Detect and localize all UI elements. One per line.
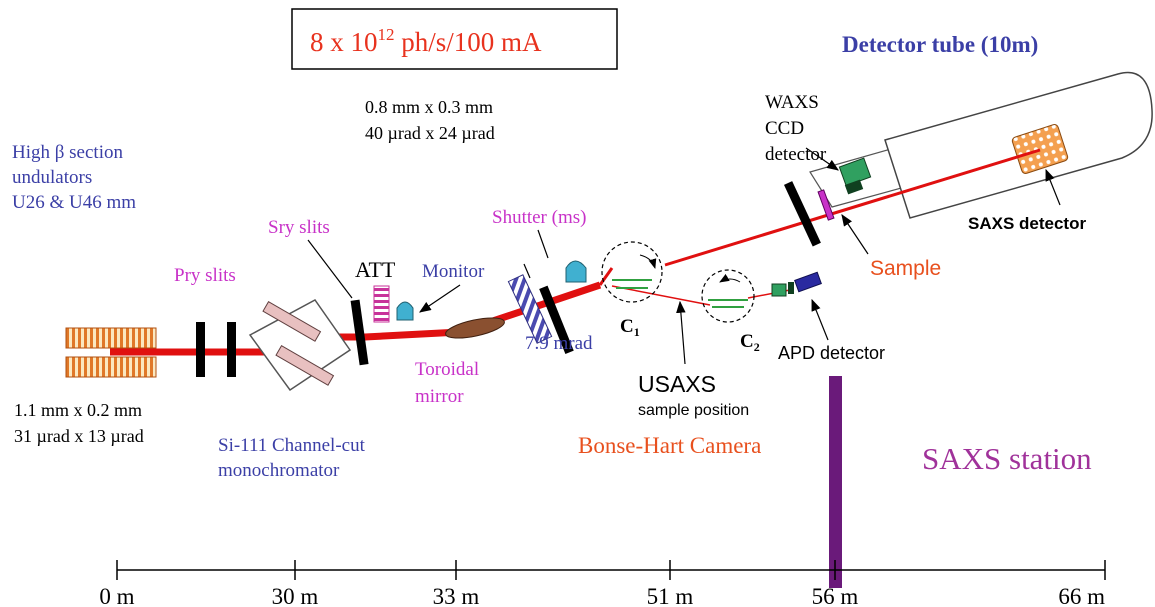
shutter <box>539 285 574 354</box>
pry-slits-label: Pry slits <box>174 265 236 286</box>
angle-label: 7.9 mrad <box>525 333 593 354</box>
apd-detector-label: APD detector <box>778 343 885 363</box>
saxs-station-label: SAXS station <box>922 441 1092 476</box>
axis-tick-label-1: 30 m <box>272 584 319 607</box>
saxs-detector-label: SAXS detector <box>968 214 1086 233</box>
flux-label: 8 x 1012 ph/s/100 mA <box>310 25 542 57</box>
source-beam-size-1: 1.1 mm x 0.2 mm <box>14 400 142 420</box>
waxs-ccd-detector <box>838 157 872 195</box>
flux-box <box>291 8 618 70</box>
distance-axis <box>116 560 1106 580</box>
undulator-line-2: undulators <box>12 167 92 188</box>
axis-tick-label-4: 56 m <box>812 584 859 607</box>
crystal-c1 <box>601 241 663 303</box>
primary-slit-1 <box>196 322 205 377</box>
attenuator <box>373 285 390 323</box>
toroidal-mirror <box>445 317 505 339</box>
undulator-line-3: U26 & U46 mm <box>12 192 136 213</box>
primary-slit-2 <box>227 322 236 377</box>
sry-slits-label: Sry slits <box>268 217 330 238</box>
toroidal-mirror-label-1: Toroidal <box>415 359 479 380</box>
axis-tick-label-2: 33 m <box>433 584 480 607</box>
detector-tube-title: Detector tube (10m) <box>842 32 1038 57</box>
axis-tick-label-3: 51 m <box>647 584 694 607</box>
usaxs-label: USAXS <box>638 371 716 397</box>
mirror-beam-size-1: 0.8 mm x 0.3 mm <box>365 97 493 117</box>
source-beam-size-2: 31 µrad x 13 µrad <box>14 426 144 446</box>
station-separator <box>829 376 842 588</box>
monochromator-label-2: monochromator <box>218 460 340 481</box>
crystal-c2 <box>701 269 755 323</box>
waxs-label-2: CCD <box>765 118 804 139</box>
monitor <box>396 301 414 321</box>
undulator-magnet-lower <box>65 356 157 378</box>
att-label: ATT <box>355 257 396 282</box>
shutter-monitor <box>565 260 587 283</box>
bonse-hart-label: Bonse-Hart Camera <box>578 433 761 458</box>
undulator-line-1: High β section <box>12 142 123 163</box>
detector-tube <box>809 71 1153 219</box>
annotation-arrows <box>307 147 1061 365</box>
secondary-slit <box>350 299 369 366</box>
monitor-label: Monitor <box>422 261 485 282</box>
shutter-attenuator <box>507 274 553 344</box>
waxs-label-3: detector <box>765 144 827 165</box>
axis-tick-label-0: 0 m <box>99 584 134 607</box>
waxs-label-1: WAXS <box>765 92 819 113</box>
mirror-beam-size-2: 40 µrad x 24 µrad <box>365 123 495 143</box>
monochromator-label-1: Si-111 Channel-cut <box>218 435 366 456</box>
toroidal-mirror-label-2: mirror <box>415 386 464 407</box>
shutter-label: Shutter (ms) <box>492 207 586 228</box>
c1-label: C1 <box>620 316 640 339</box>
sample-label: Sample <box>870 257 941 280</box>
usaxs-sublabel: sample position <box>638 402 749 419</box>
apd-detector <box>771 271 822 297</box>
c2-label: C2 <box>740 331 760 354</box>
channel-cut-monochromator <box>248 299 352 392</box>
undulator-magnet-upper <box>65 327 157 349</box>
axis-tick-label-5: 66 m <box>1058 584 1105 607</box>
sample-holder <box>817 189 835 221</box>
sample-stage-slit <box>784 181 821 247</box>
